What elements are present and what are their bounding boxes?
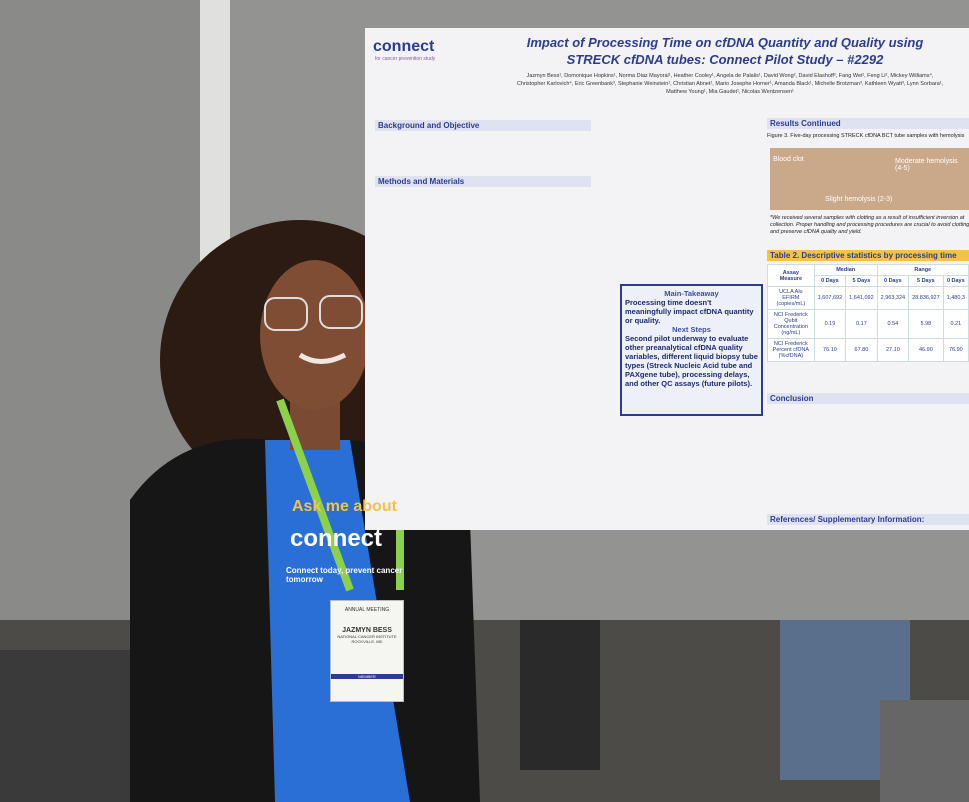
section-heading: Background and Objective xyxy=(375,120,591,131)
poster-title: Impact of Processing Time on cfDNA Quant… xyxy=(526,35,924,67)
table-row: Assay Measure Median Range xyxy=(767,264,969,287)
passerby-legs xyxy=(520,620,600,770)
logo: connect xyxy=(373,38,435,55)
logo-tagline: for cancer prevention study xyxy=(375,56,436,62)
column-header: 5 Days xyxy=(845,275,878,287)
badge-org: NATIONAL CANCER INSTITUTE xyxy=(337,634,397,639)
figure-label: Slight hemolysis (2-3) xyxy=(825,196,893,203)
table-cell: 0.21 xyxy=(942,309,969,339)
table-cell: 0.54 xyxy=(876,309,910,339)
figure-caption: Figure 3. Five-day processing STRECK cfD… xyxy=(767,133,965,139)
table-cell: 27.10 xyxy=(876,338,910,362)
column-header: 0 Days xyxy=(813,275,847,287)
glasses xyxy=(319,295,363,329)
table-cell: 0.17 xyxy=(845,309,878,339)
column-header: 5 Days xyxy=(908,275,944,287)
row-header: UCLA Alu EFIRM (copies/mL) xyxy=(767,286,815,310)
table-cell: 5.98 xyxy=(908,309,944,339)
badge-location: ROCKVILLE, MD xyxy=(351,639,383,644)
section-heading: Results Continued xyxy=(767,118,969,129)
figure-label: Moderate hemolysis (4-5) xyxy=(895,158,958,172)
takeaway-box: Main-Takeaway Processing time doesn't me… xyxy=(620,284,763,416)
column-header: Range xyxy=(876,264,969,276)
column-header: Assay Measure xyxy=(767,264,815,287)
table-row: NCI Frederick Percent cfDNA (%cfDNA) 76.1… xyxy=(767,338,969,362)
badge-event: ANNUAL MEETING xyxy=(344,607,390,613)
column-header: 0 Days xyxy=(876,275,910,287)
shirt-tagline: Connect today, prevent cancer tomorrow xyxy=(286,566,403,584)
poster: connect for cancer prevention study Impa… xyxy=(365,28,969,530)
column-header: Median xyxy=(813,264,878,276)
shirt-text: Ask me about xyxy=(292,498,397,515)
next-steps-heading: Next Steps xyxy=(672,325,711,334)
badge: ANNUAL MEETING JAZMYN BESS NATIONAL CANC… xyxy=(330,600,404,702)
table-caption: Table 2. Descriptive statistics by proce… xyxy=(767,250,969,261)
glasses xyxy=(264,297,308,331)
badge-name: JAZMYN BESS xyxy=(342,627,392,634)
table-cell: 67.80 xyxy=(845,338,878,362)
table-cell: 1,607,692 xyxy=(813,286,847,310)
table-cell: 1,480,3 xyxy=(942,286,969,310)
smile xyxy=(298,352,347,364)
column-header: 0 Days xyxy=(942,275,969,287)
table-cell: 0.19 xyxy=(813,309,847,339)
section-heading: Conclusion xyxy=(767,393,969,404)
table-cell: 76.90 xyxy=(942,338,969,362)
stats-table: Assay Measure Median Range 0 Days 5 Days 0 Da… xyxy=(767,264,969,362)
table-cell: 76.10 xyxy=(813,338,847,362)
face xyxy=(260,260,370,410)
table-row: UCLA Alu EFIRM (copies/mL) 1,607,692 1,641… xyxy=(767,286,969,310)
takeaway-heading: Main-Takeaway xyxy=(664,289,719,298)
section-heading: Methods and Materials xyxy=(375,176,591,187)
badge-role: MEMBER xyxy=(331,674,403,679)
figure-photo xyxy=(770,148,969,210)
takeaway-point: Processing time doesn't meaningfully imp… xyxy=(625,298,754,325)
table-cell: 1,641,092 xyxy=(845,286,878,310)
table-row: NCI Frederick Qubit Concentration (ng/mL… xyxy=(767,309,969,339)
row-header: NCI Frederick Percent cfDNA (%cfDNA) xyxy=(767,338,815,362)
table-wrap: Assay Measure Median Range 0 Days 5 Days 0 Da… xyxy=(767,264,969,362)
next-steps-point: Second pilot underway to evaluate other … xyxy=(625,334,758,388)
table-cell: 28,836,927 xyxy=(908,286,944,310)
figure-quote: *We received several samples with clotti… xyxy=(770,215,969,235)
table-cell: 46.90 xyxy=(908,338,944,362)
chair xyxy=(880,700,969,802)
section-heading: References/ Supplementary Information: xyxy=(767,514,969,525)
authors: Jazmyn Bess¹, Domonique Hopkins¹, Norma … xyxy=(516,73,944,95)
shirt-logo: connect xyxy=(290,525,383,552)
figure-label: Blood clot xyxy=(773,156,804,163)
table-cell: 2,963,324 xyxy=(876,286,910,310)
row-header: NCI Frederick Qubit Concentration (ng/mL… xyxy=(767,309,815,339)
